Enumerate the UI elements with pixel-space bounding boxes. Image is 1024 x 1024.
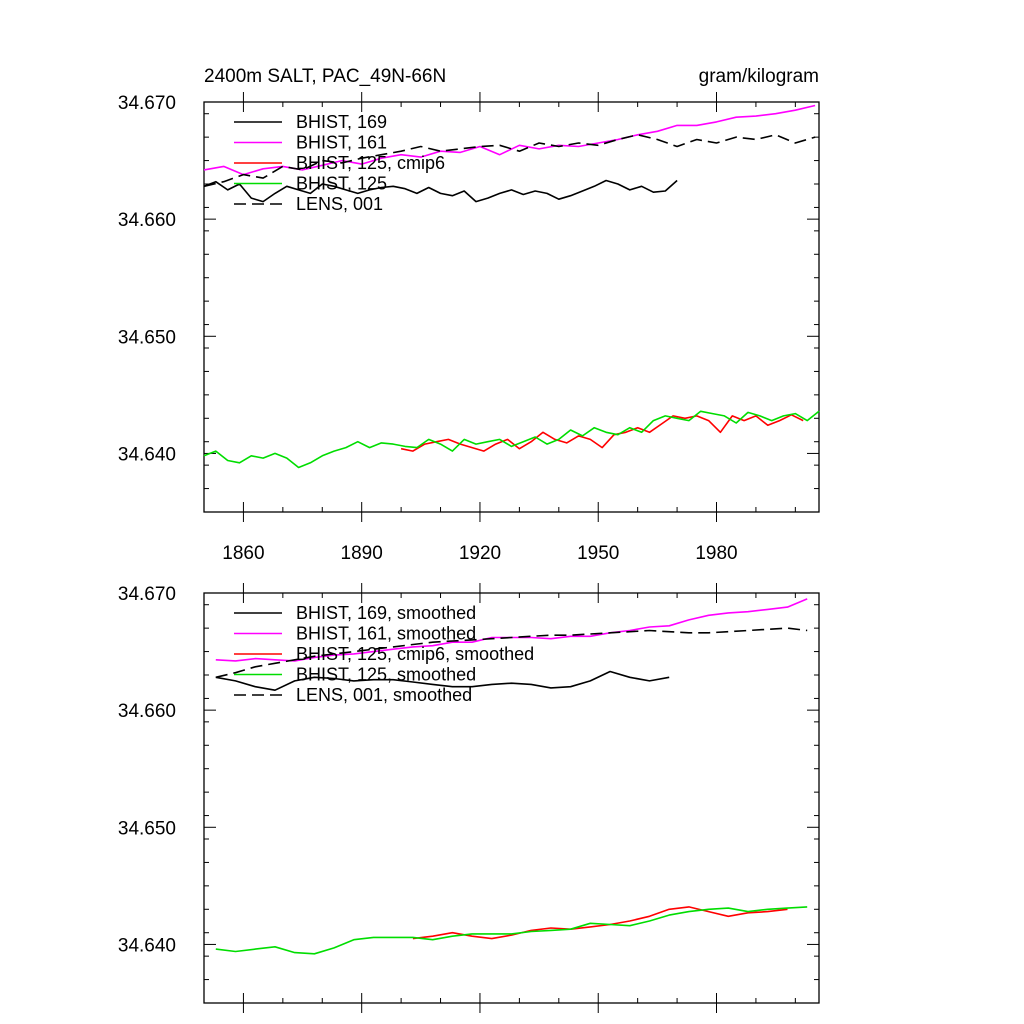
y-tick-label: 34.660 xyxy=(118,701,176,722)
series-line-bhist-161 xyxy=(203,104,816,176)
legend-label: LENS, 001, smoothed xyxy=(296,685,472,705)
legend-label: LENS, 001 xyxy=(296,194,383,214)
units-label: gram/kilogram xyxy=(699,66,819,87)
y-tick-label: 34.670 xyxy=(118,584,176,605)
y-tick-label: 34.650 xyxy=(118,327,176,348)
y-tick-label: 34.660 xyxy=(118,210,176,231)
series-line-bhist-169-smoothed xyxy=(215,670,670,692)
series-line-bhist-125 xyxy=(203,410,820,469)
legend-label: BHIST, 169 xyxy=(296,112,387,132)
legend-label: BHIST, 169, smoothed xyxy=(296,603,476,623)
x-tick-label: 1920 xyxy=(459,543,501,564)
series-line-bhist-125-cmip6-smoothed xyxy=(412,906,788,940)
legend-label: BHIST, 161, smoothed xyxy=(296,624,476,644)
chart-title: 2400m SALT, PAC_49N-66N xyxy=(204,66,446,87)
y-tick-label: 34.670 xyxy=(118,93,176,114)
top-panel: 1860 1890 1920 1950 1980 34.640 34.650 34.660 34… xyxy=(118,66,820,564)
series-line-bhist-125-smoothed xyxy=(215,906,808,955)
legend-label: BHIST, 125, cmip6, smoothed xyxy=(296,644,534,664)
series-line-bhist-125-cmip6 xyxy=(400,413,804,452)
series-line-bhist-169 xyxy=(203,179,678,203)
y-tick-label: 34.640 xyxy=(118,935,176,956)
x-tick-label: 1980 xyxy=(695,543,737,564)
series-line-lens-001 xyxy=(203,134,816,188)
bottom-panel: 34.640 34.650 34.660 34.670 BHIST, 169, smoo… xyxy=(118,583,820,1013)
y-tick-label: 34.640 xyxy=(118,444,176,465)
legend-label: BHIST, 125, cmip6 xyxy=(296,153,445,173)
legend-label: BHIST, 125 xyxy=(296,174,387,194)
x-tick-label: 1860 xyxy=(222,543,264,564)
x-tick-label: 1890 xyxy=(341,543,383,564)
legend-label: BHIST, 161 xyxy=(296,133,387,153)
y-tick-label: 34.650 xyxy=(118,818,176,839)
series-line-lens-001-smoothed xyxy=(215,627,808,679)
plot-frame xyxy=(203,101,820,513)
plot-frame xyxy=(203,592,820,1004)
x-tick-label: 1950 xyxy=(577,543,619,564)
legend-label: BHIST, 125, smoothed xyxy=(296,665,476,685)
